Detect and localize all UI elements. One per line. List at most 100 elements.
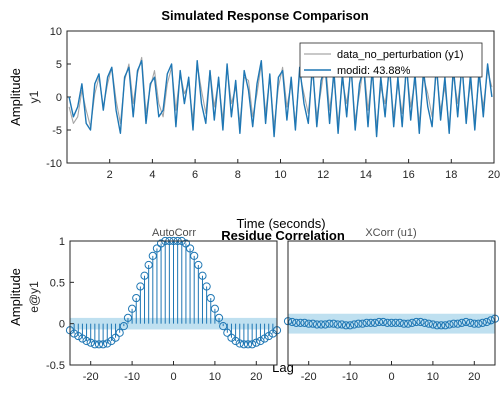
xcorr-confidence-band (288, 313, 495, 334)
xcorr-stem-marker (474, 319, 483, 328)
xcorr-stem-marker (420, 318, 429, 327)
xcorr-stem-marker (457, 318, 466, 327)
autocorr-stem-marker (264, 331, 273, 341)
autocorr-xtick-label: 20 (250, 371, 262, 383)
xcorr-stem-marker (449, 319, 458, 328)
autocorr-stem-marker (260, 334, 269, 343)
autocorr-stem-marker (194, 260, 203, 270)
autocorr-ytick-label: -0.5 (46, 360, 65, 372)
xcorr-xtick-label: 10 (427, 371, 439, 383)
autocorr-stem-marker (248, 340, 257, 349)
xcorr-stem-marker (300, 318, 309, 327)
xcorr-stem-marker (354, 319, 363, 328)
autocorr-stem-marker (136, 282, 145, 291)
xcorr-stem-marker (453, 319, 462, 328)
top-ytick-label: 5 (56, 59, 62, 71)
autocorr-stem-marker (219, 322, 228, 331)
xcorr-stem-marker (399, 319, 409, 328)
xcorr-stem-marker (379, 317, 388, 327)
top-xtick-label: 8 (235, 169, 241, 181)
autocorr-subtitle: AutoCorr (152, 227, 196, 239)
autocorr-stem-marker (185, 244, 195, 253)
autocorr-stem-marker (128, 304, 137, 313)
xcorr-stem-marker (391, 318, 400, 327)
autocorr-ytick-label: 0 (59, 319, 65, 331)
xcorr-stem-marker (395, 318, 404, 327)
autocorr-axes-box (69, 240, 278, 366)
autocorr-stem-marker (86, 338, 95, 347)
xcorr-stem-marker (424, 319, 433, 328)
top-ytick-label: 10 (50, 26, 62, 38)
top-ylabel-channel: y1 (27, 90, 41, 103)
response-plot: Simulated Response Comparison 2 4 6 8 10 12 14… (8, 8, 500, 231)
autocorr-stem-marker (119, 322, 128, 331)
bottom-ylabel: Amplitude (8, 268, 23, 326)
autocorr-stem-marker (243, 340, 253, 349)
xcorr-xtick-label: -10 (342, 371, 358, 383)
top-xtick-label: 12 (317, 169, 329, 181)
xcorr-stem-marker (346, 321, 355, 330)
autocorr-stem-marker (214, 313, 224, 322)
autocorr-stem-marker (78, 334, 87, 343)
xcorr-stem-marker (437, 321, 446, 330)
xcorr-stem-marker (408, 318, 417, 327)
xcorr-stem-marker (329, 319, 338, 328)
top-xtick-label: 18 (445, 169, 457, 181)
xcorr-bg (288, 241, 495, 365)
xcorr-stem-marker (370, 318, 380, 327)
autocorr-xtick-label: 10 (209, 371, 221, 383)
autocorr-stem-marker (223, 328, 232, 337)
xcorr-stem-marker (478, 318, 487, 327)
xcorr-stem-marker (466, 318, 475, 327)
autocorr-stem-marker (90, 340, 99, 349)
autocorr-stem-marker (94, 340, 104, 349)
top-ytick-label: -10 (46, 158, 62, 170)
xcorr-stem-marker (308, 319, 317, 328)
autocorr-xtick-label: 0 (170, 371, 176, 383)
autocorr-stem-marker (181, 239, 191, 248)
autocorr-stem-marker (74, 331, 83, 341)
autocorr-stem-marker (231, 336, 240, 346)
xcorr-stem-marker (317, 320, 326, 329)
autocorr-stem-marker (235, 339, 244, 348)
xcorr-stem-marker (432, 321, 442, 330)
xcorr-stem-marker (333, 320, 342, 329)
xcorr-stem-marker (321, 320, 330, 329)
series-line-model (68, 60, 493, 138)
top-ytick-label: -5 (52, 125, 62, 137)
autocorr-stem-marker (206, 293, 215, 303)
xcorr-ticks: -20 -10 0 10 20 (301, 361, 480, 383)
top-xtick-label: 2 (107, 169, 113, 181)
autocorr-stem-marker (144, 260, 153, 270)
xcorr-axes-box (287, 240, 496, 366)
top-xtick-label: 16 (402, 169, 414, 181)
top-xtick-label: 10 (274, 169, 286, 181)
xcorr-stem-marker (288, 317, 297, 327)
autocorr-stem-marker (252, 338, 261, 347)
autocorr-stem-marker (202, 282, 211, 291)
xcorr-stem-marker (312, 320, 322, 329)
autocorr-confidence-band (70, 317, 277, 330)
top-title: Simulated Response Comparison (161, 8, 368, 23)
xcorr-stem-marker (362, 318, 371, 327)
xcorr-stem-marker (374, 317, 384, 327)
bottom-title: Residue Correlation (221, 228, 345, 243)
legend-box (299, 42, 483, 78)
xcorr-stem-marker (412, 317, 421, 327)
autocorr-ytick-label: 0.5 (50, 277, 65, 289)
autocorr-stem-marker (210, 304, 219, 313)
xcorr-stem-marker (296, 318, 305, 327)
xcorr-stem-marker (403, 319, 413, 328)
xcorr-stem-marker (350, 320, 359, 329)
autocorr-stem-marker (256, 336, 265, 346)
autocorr-stem-marker (239, 340, 248, 349)
top-lines (68, 56, 493, 138)
autocorr-stem-marker (82, 336, 91, 346)
autocorr-xtick-label: -20 (83, 371, 99, 383)
xcorr-stem-marker (383, 318, 392, 327)
xcorr-xtick-label: 0 (388, 371, 394, 383)
xcorr-stem-marker (416, 317, 425, 327)
xcorr-stem-marker (387, 318, 396, 327)
autocorr-stem-marker (190, 251, 199, 260)
